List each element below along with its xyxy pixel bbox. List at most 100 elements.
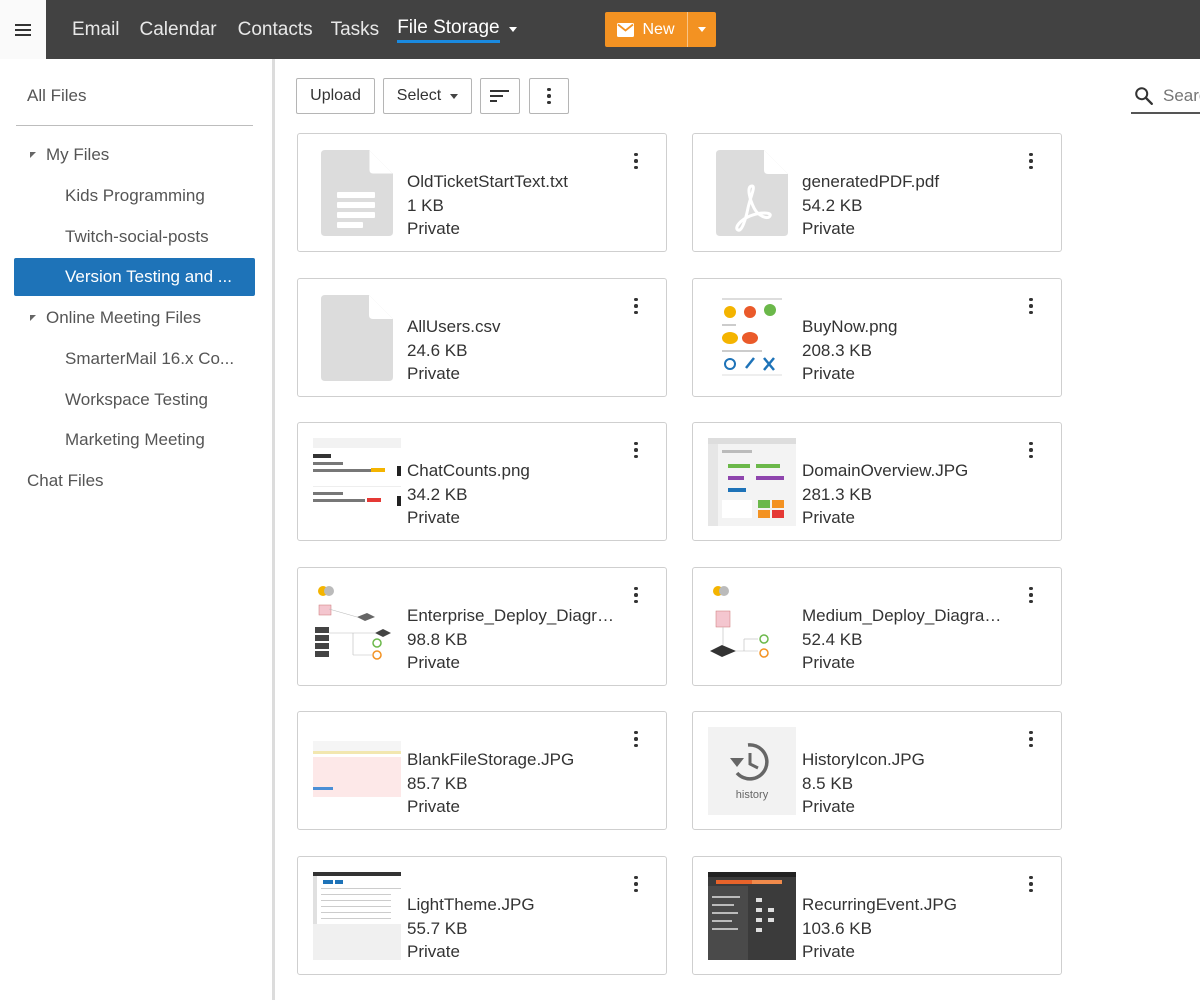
- nav-file-storage[interactable]: File Storage: [397, 0, 517, 59]
- image-thumbnail: [708, 294, 796, 382]
- file-size: 1 KB: [407, 195, 444, 215]
- file-card[interactable]: ChatCounts.png 34.2 KB Private: [297, 422, 667, 541]
- new-dropdown-button[interactable]: [687, 12, 716, 47]
- file-size: 34.2 KB: [407, 484, 468, 504]
- file-card[interactable]: LightTheme.JPG 55.7 KB Private: [297, 856, 667, 975]
- more-vert-icon[interactable]: [626, 151, 646, 171]
- file-card[interactable]: Enterprise_Deploy_Diagra... 98.8 KB Privat…: [297, 567, 667, 686]
- file-size: 98.8 KB: [407, 629, 468, 649]
- upload-button-label: Upload: [310, 87, 361, 104]
- generic-file-icon: [313, 294, 401, 382]
- chevron-down-icon: [450, 93, 459, 99]
- sidebar-item-online-meeting-files[interactable]: Online Meeting Files: [30, 299, 201, 337]
- file-card[interactable]: OldTicketStartText.txt 1 KB Private: [297, 133, 667, 252]
- image-thumbnail: [708, 583, 796, 671]
- sidebar-item-version-testing[interactable]: Version Testing and ...: [14, 258, 255, 296]
- image-thumbnail: [313, 438, 401, 526]
- image-thumbnail: [313, 583, 401, 671]
- file-name: BuyNow.png: [802, 317, 898, 336]
- sidebar-item-smartermail[interactable]: SmarterMail 16.x Co...: [65, 340, 234, 378]
- file-name: AllUsers.csv: [407, 317, 501, 336]
- more-vert-icon[interactable]: [1021, 151, 1041, 171]
- more-vert-icon[interactable]: [626, 729, 646, 749]
- image-thumbnail: [313, 872, 401, 960]
- text-file-icon: [313, 149, 401, 237]
- nav-email[interactable]: Email: [72, 0, 120, 59]
- expand-arrow-icon[interactable]: [30, 152, 36, 158]
- more-options-button[interactable]: [529, 78, 569, 114]
- file-visibility: Private: [407, 653, 460, 672]
- search-input[interactable]: [1163, 86, 1200, 106]
- chevron-down-icon: [698, 27, 706, 32]
- more-vert-icon[interactable]: [626, 874, 646, 894]
- pdf-file-icon: [708, 149, 796, 237]
- select-dropdown-button[interactable]: Select: [383, 78, 472, 114]
- file-card[interactable]: AllUsers.csv 24.6 KB Private: [297, 278, 667, 397]
- nav-email-label: Email: [72, 18, 120, 40]
- sidebar-divider[interactable]: [272, 59, 275, 1000]
- file-card[interactable]: DomainOverview.JPG 281.3 KB Private: [692, 422, 1062, 541]
- new-main-button[interactable]: New: [605, 12, 687, 47]
- file-card[interactable]: BlankFileStorage.JPG 85.7 KB Private: [297, 711, 667, 830]
- sort-button[interactable]: [480, 78, 520, 114]
- chevron-down-icon[interactable]: [508, 27, 517, 32]
- history-thumbnail: history: [708, 727, 796, 815]
- file-card[interactable]: Medium_Deploy_Diagrams... 52.4 KB Private: [692, 567, 1062, 686]
- nav-calendar[interactable]: Calendar: [140, 0, 217, 59]
- sidebar-item-all-files[interactable]: All Files: [27, 77, 87, 115]
- more-vert-icon: [547, 87, 551, 105]
- more-vert-icon[interactable]: [626, 296, 646, 316]
- file-card[interactable]: generatedPDF.pdf 54.2 KB Private: [692, 133, 1062, 252]
- more-vert-icon[interactable]: [1021, 440, 1041, 460]
- sidebar-item-my-files[interactable]: My Files: [30, 136, 109, 174]
- upload-button[interactable]: Upload: [296, 78, 375, 114]
- file-name: ChatCounts.png: [407, 461, 530, 480]
- image-thumbnail: [708, 872, 796, 960]
- sidebar-item-label: My Files: [46, 145, 110, 164]
- search-box[interactable]: [1131, 80, 1200, 114]
- file-visibility: Private: [407, 364, 460, 383]
- file-size: 8.5 KB: [802, 773, 854, 793]
- hamburger-menu-icon[interactable]: [0, 0, 46, 59]
- file-size: 55.7 KB: [407, 918, 468, 938]
- more-vert-icon[interactable]: [626, 440, 646, 460]
- file-visibility: Private: [802, 797, 855, 816]
- select-button-label: Select: [396, 87, 442, 104]
- sidebar-item-label: SmarterMail 16.x Co...: [65, 349, 235, 368]
- file-name: Enterprise_Deploy_Diagra...: [407, 606, 619, 625]
- file-visibility: Private: [802, 653, 855, 672]
- file-visibility: Private: [407, 942, 460, 961]
- sidebar-item-chat-files[interactable]: Chat Files: [27, 462, 104, 500]
- sidebar-item-label: Chat Files: [27, 471, 104, 490]
- sidebar-item-twitch-social-posts[interactable]: Twitch-social-posts: [65, 218, 209, 256]
- more-vert-icon[interactable]: [1021, 585, 1041, 605]
- file-card[interactable]: history HistoryIcon.JPG 8.5 KB Private: [692, 711, 1062, 830]
- file-name: BlankFileStorage.JPG: [407, 750, 575, 769]
- file-name: Medium_Deploy_Diagrams...: [802, 606, 1014, 625]
- file-visibility: Private: [407, 797, 460, 816]
- file-visibility: Private: [407, 219, 460, 238]
- file-visibility: Private: [802, 508, 855, 527]
- file-name: HistoryIcon.JPG: [802, 750, 925, 769]
- expand-arrow-icon[interactable]: [30, 315, 36, 321]
- top-bar: Email Calendar Contacts Tasks File Stora…: [0, 0, 1200, 59]
- file-card[interactable]: RecurringEvent.JPG 103.6 KB Private: [692, 856, 1062, 975]
- nav-contacts[interactable]: Contacts: [238, 0, 313, 59]
- more-vert-icon[interactable]: [1021, 729, 1041, 749]
- sidebar-item-workspace-testing[interactable]: Workspace Testing: [65, 381, 208, 419]
- nav-tasks[interactable]: Tasks: [331, 0, 380, 59]
- file-visibility: Private: [802, 364, 855, 383]
- more-vert-icon[interactable]: [626, 585, 646, 605]
- envelope-icon: [617, 22, 635, 37]
- file-card[interactable]: BuyNow.png 208.3 KB Private: [692, 278, 1062, 397]
- more-vert-icon[interactable]: [1021, 874, 1041, 894]
- sidebar-item-kids-programming[interactable]: Kids Programming: [65, 177, 205, 215]
- sidebar-item-label: All Files: [27, 86, 87, 105]
- sidebar-item-label: Workspace Testing: [65, 390, 208, 409]
- more-vert-icon[interactable]: [1021, 296, 1041, 316]
- image-thumbnail: [708, 438, 796, 526]
- new-button[interactable]: New: [605, 12, 716, 47]
- file-size: 208.3 KB: [802, 340, 872, 360]
- sidebar-item-marketing-meeting[interactable]: Marketing Meeting: [65, 421, 205, 459]
- search-icon: [1135, 87, 1153, 105]
